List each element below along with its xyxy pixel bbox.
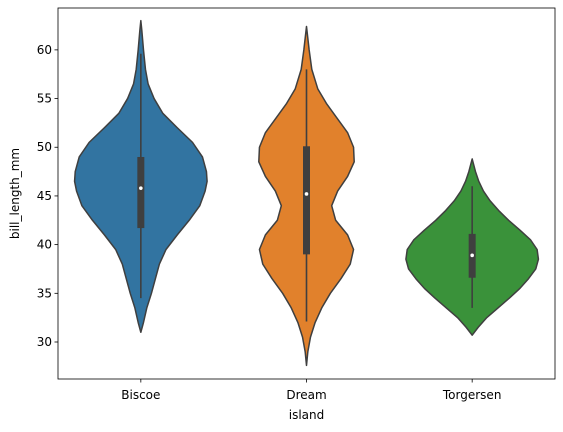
y-tick-label: 45 — [37, 189, 52, 203]
median-point-dream — [304, 192, 309, 196]
y-axis: 30 35 40 45 50 55 60 — [37, 43, 58, 349]
plot-area — [73, 19, 540, 367]
y-tick-label: 55 — [37, 92, 52, 106]
y-axis-label: bill_length_mm — [8, 148, 22, 239]
median-point-torgersen — [470, 253, 474, 258]
median-point-biscoe — [139, 186, 143, 190]
x-tick-label: Torgersen — [442, 388, 502, 402]
x-axis-label: island — [289, 408, 325, 422]
x-tick-label: Dream — [286, 388, 326, 402]
iqr-box-dream — [303, 146, 310, 255]
x-axis: Biscoe Dream Torgersen — [121, 379, 501, 402]
x-tick-label: Biscoe — [121, 388, 160, 402]
iqr-box-biscoe — [137, 156, 145, 229]
y-tick-label: 30 — [37, 335, 52, 349]
y-tick-label: 40 — [37, 238, 52, 252]
y-tick-label: 60 — [37, 43, 52, 57]
y-tick-label: 50 — [37, 140, 52, 154]
y-tick-label: 35 — [37, 286, 52, 300]
